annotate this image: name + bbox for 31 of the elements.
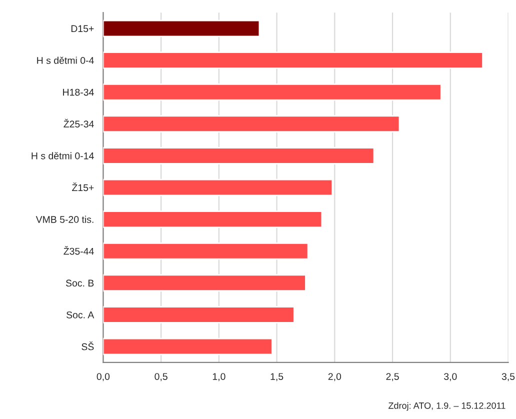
x-tick-label: 2,0 bbox=[328, 373, 342, 382]
y-tick-label: Ž35-44 bbox=[64, 246, 94, 255]
y-tick-label: H18-34 bbox=[63, 88, 94, 96]
y-tick-label: Soc. B bbox=[66, 280, 94, 287]
bar bbox=[103, 20, 260, 38]
y-tick-label: Ž25-34 bbox=[64, 118, 94, 128]
bar bbox=[103, 115, 400, 133]
y-tick-label: D15+ bbox=[71, 25, 94, 32]
bar bbox=[103, 210, 323, 228]
y-tick-label: VMB 5-20 tis. bbox=[36, 216, 94, 223]
bar bbox=[103, 338, 273, 356]
x-tick-label: 1,5 bbox=[270, 373, 284, 382]
bar bbox=[103, 274, 306, 292]
bar bbox=[103, 242, 309, 260]
y-tick-label: H s dětmi 0-4 bbox=[37, 56, 94, 64]
x-tick-label: 0,0 bbox=[96, 373, 110, 382]
x-tick-label: 3,0 bbox=[444, 373, 457, 382]
y-tick-label: Soc. A bbox=[66, 311, 94, 318]
y-tick-label: H s dětmi 0-14 bbox=[32, 152, 94, 160]
bar bbox=[103, 83, 442, 101]
x-tick-label: 0,5 bbox=[154, 373, 168, 382]
y-tick-label: SŠ bbox=[82, 342, 94, 350]
x-tick-label: 2,5 bbox=[386, 373, 399, 382]
y-tick-label: Ž15+ bbox=[72, 182, 94, 192]
x-tick-label: 3,5 bbox=[502, 373, 515, 382]
text: Zdroj: ATO, 1.9. – 15.12.2011 bbox=[388, 402, 506, 411]
bar bbox=[103, 178, 334, 196]
bar bbox=[103, 306, 295, 324]
x-tick-label: 1,0 bbox=[212, 373, 226, 382]
bar bbox=[103, 147, 375, 164]
bar bbox=[103, 52, 484, 69]
